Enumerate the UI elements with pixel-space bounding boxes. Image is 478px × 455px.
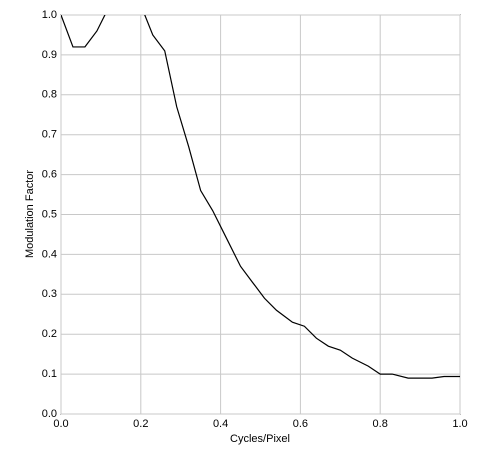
x-tick-label: 0.4 — [213, 418, 228, 430]
y-tick-label: 0.7 — [42, 129, 57, 141]
x-tick-label: 0.2 — [133, 418, 148, 430]
x-tick-label: 0.6 — [293, 418, 308, 430]
y-tick-label: 0.8 — [42, 89, 57, 101]
x-axis-label: Cycles/Pixel — [230, 433, 290, 445]
y-tick-label: 0.5 — [42, 208, 57, 220]
x-tick-label: 0.0 — [53, 418, 68, 430]
data-line — [61, 15, 460, 379]
y-tick-label: 0.0 — [42, 408, 57, 420]
y-tick-label: 0.2 — [42, 328, 57, 340]
y-axis-label: Modulation Factor — [24, 170, 36, 258]
x-tick-label: 0.8 — [373, 418, 388, 430]
x-tick-label: 1.0 — [452, 418, 467, 430]
y-tick-label: 0.3 — [42, 288, 57, 300]
y-tick-label: 0.6 — [42, 169, 57, 181]
y-tick-label: 1.0 — [42, 9, 57, 21]
y-tick-label: 0.1 — [42, 368, 57, 380]
y-tick-label: 0.9 — [42, 49, 57, 61]
y-tick-label: 0.4 — [42, 248, 57, 260]
